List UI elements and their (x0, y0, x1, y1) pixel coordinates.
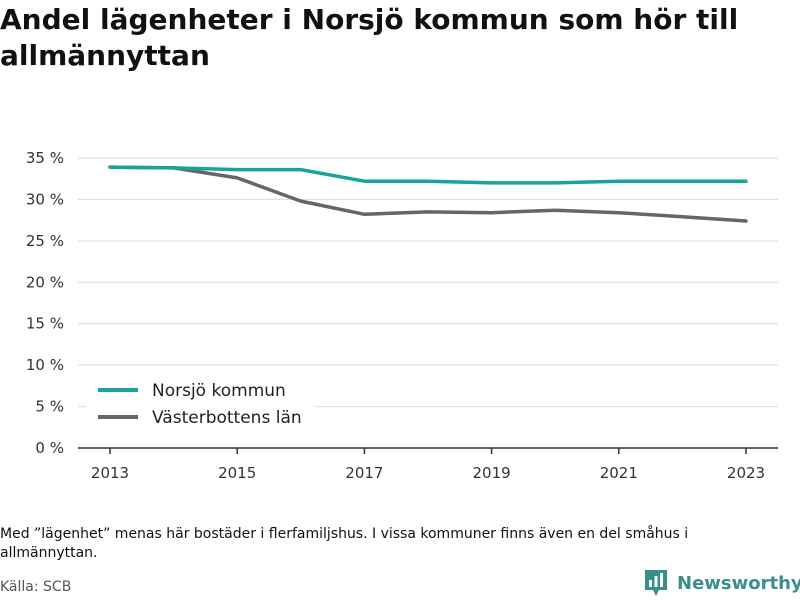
x-tick-label: 2019 (473, 464, 511, 482)
legend-label: Västerbottens län (152, 408, 302, 428)
y-tick-label: 30 % (26, 190, 64, 208)
y-tick-label: 25 % (26, 232, 64, 250)
y-tick-label: 20 % (26, 273, 64, 291)
legend-background (86, 374, 316, 432)
legend: Norsjö kommun Västerbottens län (86, 374, 316, 432)
series-line (108, 165, 748, 185)
y-tick-label: 5 % (35, 398, 64, 416)
x-tick-label: 2015 (218, 464, 256, 482)
series-line (108, 165, 748, 223)
series-lines (108, 165, 748, 223)
x-tick-label: 2023 (727, 464, 765, 482)
brand-name: Newsworthy (677, 572, 800, 594)
x-tick-label: 2013 (91, 464, 129, 482)
x-axis: 2013 2015 2017 2019 2021 2023 (78, 447, 778, 482)
x-tick-label: 2021 (600, 464, 638, 482)
y-tick-label: 0 % (35, 439, 64, 457)
chart-title: Andel lägenheter i Norsjö kommun som hör… (0, 3, 739, 72)
source-label: Källa: SCB (0, 579, 72, 595)
y-tick-label: 10 % (26, 356, 64, 374)
grid-lines (78, 157, 778, 408)
y-tick-label: 35 % (26, 149, 64, 167)
x-tick-label: 2017 (345, 464, 383, 482)
footnote: Med ”lägenhet” menas här bostäder i fler… (0, 526, 689, 561)
brand-logo[interactable]: Newsworthy (643, 568, 800, 598)
y-axis-ticks: 0 % 5 % 10 % 15 % 20 % 25 % 30 % 35 % (26, 149, 64, 457)
newsworthy-logo-icon (645, 570, 667, 596)
legend-label: Norsjö kommun (152, 381, 286, 401)
y-tick-label: 15 % (26, 315, 64, 333)
